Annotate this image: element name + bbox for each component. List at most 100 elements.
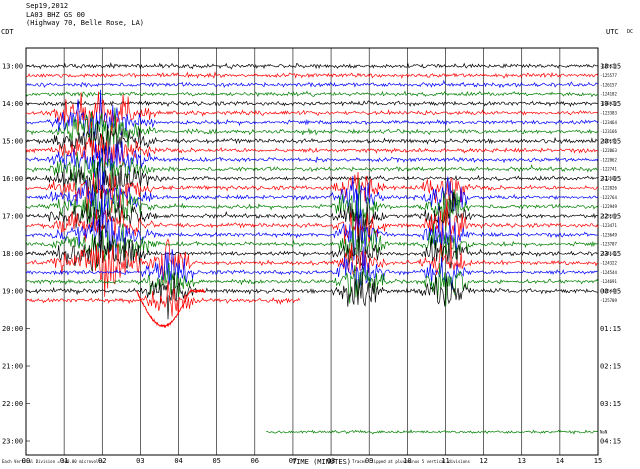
left-hour-label: 21:00	[2, 363, 23, 371]
x-tick-label: 09	[365, 457, 373, 465]
x-tick-label: 15	[594, 457, 602, 465]
dc-value: -123166	[600, 129, 617, 134]
trace-green	[25, 220, 599, 269]
dc-value: -122949	[600, 204, 617, 209]
x-axis-title: TIME (MINUTES)	[292, 458, 352, 466]
axis-ticks: 00 01 02 03 04 05 06 07 08 09 10 11 12 13 14 15 13:00 14:…	[2, 63, 621, 466]
x-tick-label: 02	[98, 457, 106, 465]
dc-value: -125709	[600, 298, 617, 303]
grid	[25, 47, 599, 456]
right-hour-label: 04:15	[600, 438, 621, 446]
right-hour-label: 00:15	[600, 288, 621, 296]
header-location: (Highway 70, Belle Rose, LA)	[26, 19, 145, 27]
dc-value: -125577	[600, 73, 617, 78]
dc-value: -122589	[600, 176, 617, 181]
x-tick-label: 01	[60, 457, 68, 465]
trace-blue	[25, 79, 599, 89]
left-hour-label: 16:00	[2, 175, 23, 183]
plot-frame	[25, 47, 599, 456]
dc-value: -123928	[600, 101, 617, 106]
left-hour-label: 15:00	[2, 138, 23, 146]
seismic-traces	[25, 62, 599, 435]
dc-value: -124322	[600, 260, 617, 265]
right-axis-label: UTC	[606, 28, 619, 36]
right-hour-label: 03:15	[600, 400, 621, 408]
left-axis-label: CDT	[1, 28, 14, 36]
dc-value: -124146	[600, 251, 617, 256]
dc-value: -124544	[600, 270, 617, 275]
dc-value: -122764	[600, 195, 617, 200]
dc-value: -124182	[600, 92, 617, 97]
trace-green-late	[266, 429, 599, 435]
dc-value: NaN	[600, 430, 608, 435]
x-tick-label: 07	[289, 457, 297, 465]
trace-black	[25, 214, 599, 272]
right-hour-label: 19:15	[600, 100, 621, 108]
dc-value: -123464	[600, 120, 617, 125]
header-date: Sep19,2012	[26, 2, 69, 10]
dc-column-label: DC	[627, 29, 634, 35]
left-hour-label: 19:00	[2, 288, 23, 296]
trace-red	[25, 198, 599, 250]
right-hour-label: 20:15	[600, 138, 621, 146]
trace-black	[25, 189, 599, 247]
dc-value: -123471	[600, 223, 617, 228]
trace-red	[25, 71, 599, 80]
x-tick-label: 06	[251, 457, 259, 465]
right-hour-label: 18:15	[600, 63, 621, 71]
trace-red	[25, 91, 599, 136]
right-hour-label: 01:15	[600, 325, 621, 333]
dc-value: -122862	[600, 157, 617, 162]
trace-green	[25, 262, 599, 307]
dc-value: -125444	[600, 289, 617, 294]
x-tick-label: 12	[479, 457, 487, 465]
right-hour-label: 23:15	[600, 250, 621, 258]
dc-value: -123649	[600, 232, 617, 237]
right-hour-label: 21:15	[600, 175, 621, 183]
trace-blue	[25, 150, 599, 227]
x-tick-label: 11	[441, 457, 449, 465]
dc-value: -123383	[600, 110, 617, 115]
x-tick-label: 14	[556, 457, 564, 465]
dc-value: -120195	[600, 139, 617, 144]
x-tick-label: 10	[403, 457, 411, 465]
trace-green	[25, 90, 599, 98]
trace-blue	[25, 246, 599, 294]
trace-black	[25, 161, 599, 207]
left-hour-label: 22:00	[2, 400, 23, 408]
dc-value: -125026	[600, 64, 617, 69]
trace-red-drift	[136, 288, 206, 329]
left-hour-label: 18:00	[2, 250, 23, 258]
x-tick-label: 00	[22, 457, 30, 465]
left-hour-label: 20:00	[2, 325, 23, 333]
left-hour-label: 14:00	[2, 100, 23, 108]
dc-value: -126157	[600, 82, 617, 87]
footer-clip-note: Traces clipped at plus/minus 5 vertical …	[352, 459, 471, 464]
trace-black	[25, 120, 599, 166]
dc-value: -122063	[600, 148, 617, 153]
x-tick-label: 13	[518, 457, 526, 465]
footer-scale-note: Each Vertical Division = 500.00 microvol…	[2, 459, 104, 464]
left-hour-label: 23:00	[2, 438, 23, 446]
trace-red	[25, 234, 599, 297]
trace-red	[25, 280, 301, 317]
dc-value: -123707	[600, 242, 617, 247]
left-hour-label: 13:00	[2, 63, 23, 71]
header-station: LA03 BHZ GS 00	[26, 10, 86, 19]
header-block: Sep19,2012 LA03 BHZ GS 00 (Highway 70, B…	[26, 2, 144, 28]
trace-black	[25, 62, 599, 70]
left-hour-label: 17:00	[2, 213, 23, 221]
dc-value: -122741	[600, 167, 617, 172]
right-hour-label: 02:15	[600, 363, 621, 371]
trace-blue	[25, 89, 599, 140]
trace-black	[25, 100, 599, 108]
x-tick-label: 08	[327, 457, 335, 465]
dc-value: -124691	[600, 279, 617, 284]
right-hour-label: 22:15	[600, 213, 621, 221]
trace-red	[25, 171, 599, 216]
trace-blue	[25, 140, 599, 184]
trace-green	[25, 107, 599, 151]
trace-black	[25, 271, 599, 320]
x-tick-label: 03	[136, 457, 144, 465]
